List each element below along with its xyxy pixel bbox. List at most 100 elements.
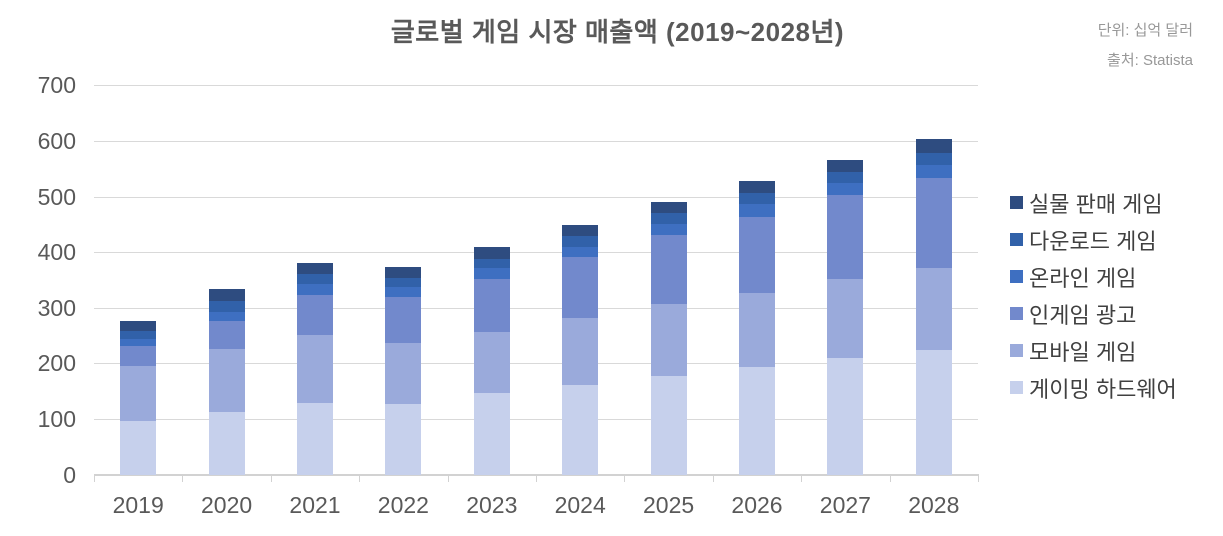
x-axis-label: 2028 (908, 492, 960, 518)
bar-segment (208, 300, 245, 313)
bar-segment (120, 365, 157, 421)
bar-segment (473, 268, 510, 279)
bar-segment (208, 348, 245, 412)
bar-segment (120, 338, 157, 347)
bar-segment (739, 292, 775, 367)
axis-tick (536, 474, 537, 482)
unit-note: 단위: 십억 달러 (1097, 22, 1193, 39)
axis-tick (94, 474, 95, 482)
bar-segment (297, 263, 333, 274)
bar-segment (120, 321, 157, 331)
bar-segment (827, 195, 864, 279)
bar-segment (827, 172, 864, 184)
y-axis-label: 200 (37, 350, 76, 377)
bar-segment (650, 234, 687, 305)
bar-segment (915, 164, 952, 178)
bar-segment (385, 277, 422, 288)
legend-swatch (1010, 307, 1023, 320)
bar-segment (297, 273, 333, 285)
bar-segment (915, 267, 952, 350)
bar-segment (827, 358, 864, 475)
y-axis-label: 500 (37, 183, 76, 210)
legend-item: 게이밍 하드웨어 (1010, 374, 1177, 402)
gridline (94, 196, 978, 198)
bar-segment (562, 246, 599, 258)
bar-segment (385, 297, 422, 344)
bar-segment (297, 284, 333, 295)
gridline (94, 252, 978, 254)
axis-tick (978, 474, 979, 482)
legend-item: 인게임 광고 (1010, 300, 1136, 328)
legend-swatch (1010, 270, 1023, 283)
legend-label: 실물 판매 게임 (1029, 191, 1163, 217)
bar-segment (562, 236, 599, 247)
gridline (94, 140, 978, 142)
axis-tick (359, 474, 361, 482)
legend-swatch (1010, 196, 1023, 209)
bar-segment (385, 287, 422, 298)
bar-segment (739, 193, 775, 205)
bar-segment (473, 247, 510, 259)
x-axis-label: 2026 (731, 492, 783, 518)
bar-segment (385, 267, 422, 278)
gridline (94, 419, 978, 421)
bar-segment (650, 213, 687, 224)
bar-segment (739, 204, 775, 217)
bar-segment (385, 404, 422, 475)
legend-label: 온라인 게임 (1029, 265, 1137, 291)
x-axis-label: 2025 (643, 492, 695, 518)
legend-swatch (1010, 233, 1023, 246)
legend-label: 다운로드 게임 (1029, 228, 1157, 254)
bar-segment (562, 385, 599, 475)
axis-tick (182, 474, 184, 482)
bar-segment (650, 375, 687, 475)
axis-tick (801, 474, 803, 482)
bar-segment (562, 257, 599, 319)
bar-segment (297, 295, 333, 335)
bar-segment (650, 223, 687, 235)
axis-tick (712, 474, 714, 482)
axis-tick (889, 474, 891, 482)
source-note: 출처: Statista (1107, 52, 1193, 69)
y-axis-label: 100 (37, 406, 76, 433)
bar-segment (385, 343, 422, 405)
bar-segment (208, 312, 245, 322)
bar-segment (120, 330, 157, 339)
gridline (94, 85, 978, 87)
bar-segment (915, 138, 952, 153)
bar-segment (208, 288, 245, 301)
bar-segment (120, 420, 157, 475)
bar-segment (120, 346, 157, 366)
legend-label: 모바일 게임 (1029, 339, 1137, 365)
legend-swatch (1010, 344, 1023, 357)
bar-segment (827, 278, 864, 359)
x-axis-label: 2019 (112, 492, 164, 518)
gridline (94, 363, 978, 365)
bar-segment (739, 180, 775, 194)
bar-segment (562, 318, 599, 386)
bar-segment (650, 202, 687, 214)
bar-segment (473, 278, 510, 333)
bar-segment (473, 332, 510, 394)
bar-segment (473, 393, 510, 475)
bar-segment (562, 224, 599, 237)
legend-item: 모바일 게임 (1010, 337, 1137, 365)
axis-tick (270, 474, 272, 482)
y-axis-label: 700 (37, 72, 76, 99)
bar-segment (827, 183, 864, 196)
y-axis-label: 300 (37, 294, 76, 321)
bar-segment (827, 159, 864, 173)
x-axis-label: 2023 (466, 492, 518, 518)
bar-segment (915, 177, 952, 268)
bar-segment (297, 334, 333, 404)
x-axis-label: 2020 (201, 492, 253, 518)
axis-tick (624, 474, 626, 482)
gridline (94, 307, 978, 309)
x-axis-label: 2027 (819, 492, 871, 518)
bar-segment (473, 258, 510, 269)
bar-segment (915, 349, 952, 475)
y-axis-label: 400 (37, 239, 76, 266)
x-axis-label: 2022 (377, 492, 429, 518)
